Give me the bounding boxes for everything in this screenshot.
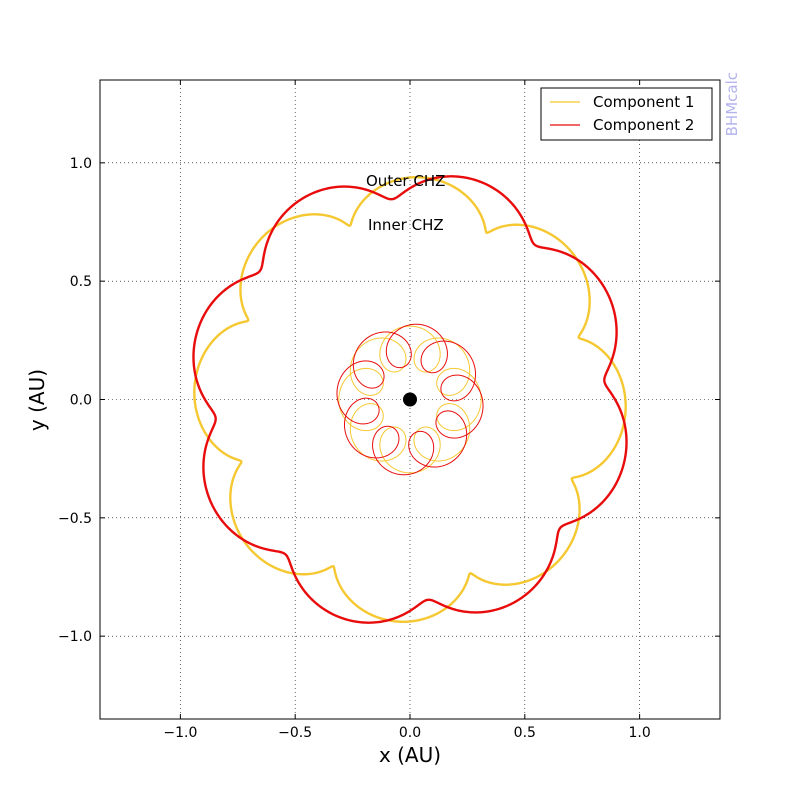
legend-label-component-1: Component 1 xyxy=(593,93,694,111)
x-axis-label: x (AU) xyxy=(379,743,441,767)
y-tick-label: 0.0 xyxy=(70,393,92,409)
legend-label-component-2: Component 2 xyxy=(593,116,694,134)
tick-labels: −1.0 −0.5 0.0 0.5 1.0 −1.0 −0.5 0.0 0.5 1.0 xyxy=(58,156,651,741)
watermark: BHMcalc xyxy=(723,72,741,136)
center-of-mass-marker xyxy=(403,392,417,407)
x-tick-label: 0.5 xyxy=(514,725,536,741)
component-2-inner-curve xyxy=(336,323,484,476)
y-axis-label: y (AU) xyxy=(25,369,49,431)
component-1-outer-curve xyxy=(193,176,627,623)
legend: Component 1 Component 2 xyxy=(540,87,713,141)
x-tick-label: 1.0 xyxy=(628,725,650,741)
x-tick-label: −0.5 xyxy=(278,725,312,741)
y-tick-label: 0.5 xyxy=(70,274,92,290)
annotation-outer-chz: Outer CHZ xyxy=(366,172,445,190)
axes-frame xyxy=(99,79,721,720)
component-1-inner-curve xyxy=(338,325,482,474)
legend-box xyxy=(540,87,713,141)
y-tick-label: 1.0 xyxy=(70,156,92,172)
y-tick-label: −0.5 xyxy=(58,511,92,527)
grid xyxy=(100,80,720,719)
x-tick-label: 0.0 xyxy=(399,725,421,741)
orbit-curves xyxy=(192,175,628,624)
x-tick-label: −1.0 xyxy=(163,725,197,741)
y-tick-label: −1.0 xyxy=(58,629,92,645)
annotation-inner-chz: Inner CHZ xyxy=(368,216,444,234)
component-2-outer-curve xyxy=(192,175,628,624)
